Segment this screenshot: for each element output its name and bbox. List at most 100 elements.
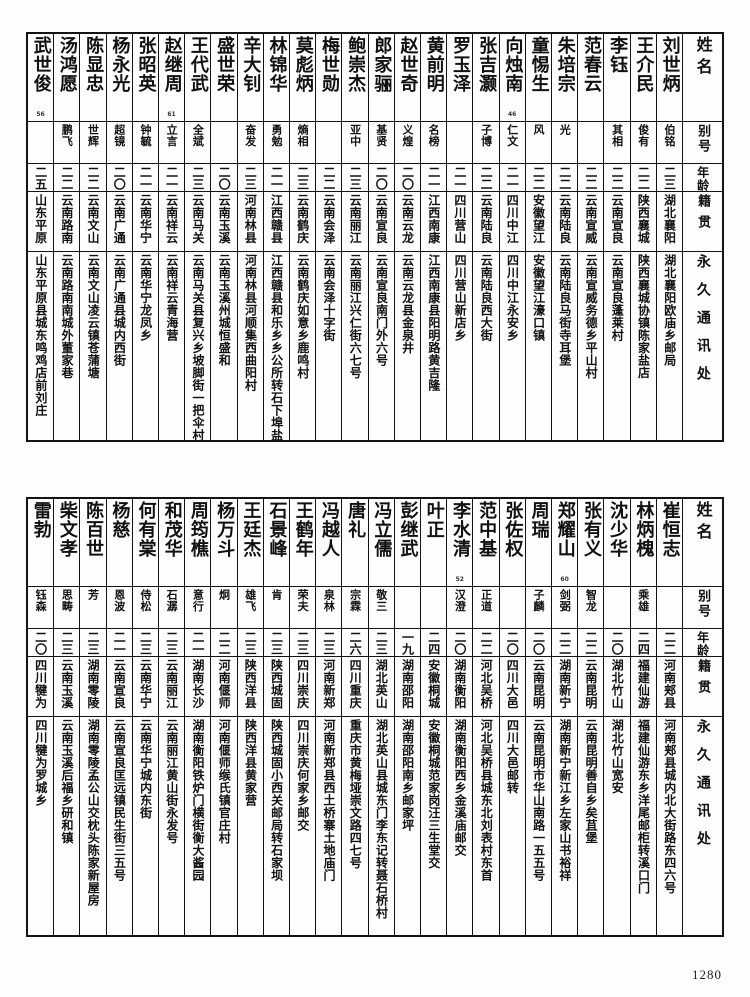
entry-address-cell: 云南昆明善自乡矣苴堡 <box>578 717 603 935</box>
row-header-origin: 籍贯 <box>683 192 722 252</box>
entry-age: 一九 <box>400 631 415 655</box>
entry-name: 崔恒志 <box>659 501 681 558</box>
entry-address-cell: 湖北英山县城东门李东记转聂石桥村 <box>369 717 394 935</box>
entry-address: 云南会泽十字街 <box>322 254 337 342</box>
entry-age: 二一 <box>505 166 520 190</box>
entry-name-cell: 陈百世 <box>80 499 106 587</box>
entry-origin: 云南华宁 <box>138 659 153 709</box>
entry-origin-cell: 云南文山 <box>80 192 106 252</box>
roster-entry-column: 刘世炳 伯铭 二三 湖北襄阳 湖北襄阳欧庙乡邮局 <box>655 34 682 440</box>
entry-name: 彭继武 <box>397 501 419 558</box>
entry-alias: 意行 <box>191 589 205 612</box>
entry-alias: 超镜 <box>112 124 126 147</box>
entry-origin: 云南玉溪 <box>59 659 74 709</box>
roster-entry-column: 赵继周 61 立言 二一 云南祥云 云南祥云青海营 <box>157 34 185 440</box>
entry-name-wrap: 彭继武 <box>397 501 419 585</box>
entry-name-cell: 李水清 52 <box>447 499 473 587</box>
roster-entry-column: 唐礼 宗霖 二六 四川重庆 重庆市黄梅垭崇文路四七号 <box>341 499 368 935</box>
entry-name-cell: 黄前明 <box>420 34 447 122</box>
entry-address: 重庆市黄梅垭崇文路四七号 <box>348 719 363 869</box>
roster-entry-column: 周筠樵 意行 二一 湖南长沙 湖南衡阳铁炉门横街衡大酱园 <box>184 499 211 935</box>
entry-address-cell: 云南丽江兴仁街六七号 <box>342 252 367 440</box>
entry-age: 二三 <box>321 631 336 655</box>
entry-origin: 河南林县 <box>243 194 258 244</box>
entry-origin-cell: 湖南衡阳 <box>447 657 473 717</box>
entry-name-cell: 沈少华 <box>604 499 630 587</box>
entry-alias: 熵相 <box>296 124 310 147</box>
entry-name-wrap: 林锦华 <box>267 36 288 120</box>
entry-address: 云南陆良马街寺耳堡 <box>557 254 572 367</box>
entry-age-cell: 二一 <box>185 629 211 657</box>
entry-name-wrap: 鲍崇杰 <box>345 36 366 120</box>
entry-alias-cell: 熵相 <box>289 122 316 164</box>
entry-alias: 风 <box>531 124 545 136</box>
entry-age-cell: 二五 <box>27 164 54 192</box>
entry-alias: 钟毓 <box>138 124 152 147</box>
entry-address-cell: 云南马关县复兴乡坡脚街一把伞村 <box>185 252 210 440</box>
entry-age-cell: 二三 <box>263 629 289 657</box>
entry-name: 张有义 <box>580 501 602 558</box>
entry-address-cell: 云南路南南城外董家巷 <box>54 252 79 440</box>
entry-origin-cell: 云南昆明 <box>525 657 551 717</box>
entry-name: 郎家骊 <box>371 36 393 93</box>
entry-address: 云南玉溪后福乡研和镇 <box>60 719 75 844</box>
row-header-column: 姓名 别号 年龄 籍贯 永久通讯处 <box>682 34 722 440</box>
entry-name: 王介民 <box>633 36 655 93</box>
entry-origin: 云南昆明 <box>583 659 598 709</box>
entry-alias: 乘雄 <box>636 589 650 612</box>
entry-name-cell: 冯立儒 <box>368 499 394 587</box>
entry-address-cell: 河北吴桥县城东北刘表村东首 <box>473 717 498 935</box>
entry-origin: 湖南长沙 <box>190 659 205 709</box>
entry-alias: 立言 <box>165 124 179 147</box>
entry-origin-cell: 陕西洋县 <box>237 657 263 717</box>
entry-address: 云南丽江兴仁街六七号 <box>348 254 363 379</box>
entry-address-cell: 河南郏县城内北大街路东四六号 <box>657 717 682 935</box>
entry-name: 辛大钊 <box>240 36 262 93</box>
entry-origin-cell: 山东平原 <box>27 192 54 252</box>
entry-age: 二三 <box>86 631 101 655</box>
roster-entry-column: 崔恒志 二二 河南郏县 河南郏县城内北大街路东四六号 <box>655 499 682 935</box>
entry-name-wrap: 杨慈 <box>109 501 130 585</box>
row-header-age: 年龄 <box>683 629 722 657</box>
entry-alias-cell <box>447 122 473 164</box>
entry-name-wrap: 范春云 <box>581 36 602 120</box>
entry-age-cell: 二二 <box>54 164 80 192</box>
entry-alias-cell <box>604 587 630 629</box>
entry-alias-cell: 钟毓 <box>132 122 158 164</box>
entry-origin: 陕西襄城 <box>636 194 651 244</box>
entry-age-cell: 二三 <box>289 629 316 657</box>
entry-age-cell: 二二 <box>551 164 578 192</box>
entry-name-cell: 王廷杰 <box>237 499 263 587</box>
entry-name-superscript: 61 <box>167 111 176 118</box>
entry-age: 二二 <box>479 166 494 190</box>
entry-age: 二二 <box>531 166 546 190</box>
entry-age: 二三 <box>164 631 179 655</box>
entry-address: 湖北竹山宽安 <box>610 719 625 794</box>
entry-address: 四川犍为罗城乡 <box>33 719 48 807</box>
entry-age: 二〇 <box>217 166 232 190</box>
entry-address: 云南宣良南门外六号 <box>374 254 389 367</box>
entry-name-cell: 武世俊 56 <box>27 34 54 122</box>
entry-origin: 云南宣良 <box>112 659 127 709</box>
entry-address: 河南林县河顺集西曲阳村 <box>243 254 258 392</box>
row-header-label: 年龄 <box>695 166 710 192</box>
entry-address: 湖南邵阳南乡邮家坪 <box>400 719 415 832</box>
entry-origin: 云南马关 <box>190 194 205 244</box>
row-header-label: 永久通讯处 <box>694 254 711 394</box>
entry-address-cell: 云南鹤庆如意乡鹿鸣村 <box>290 252 315 440</box>
entry-age-cell: 二六 <box>342 629 368 657</box>
entry-origin-cell: 云南路南 <box>54 192 80 252</box>
entry-name-cell: 李钰 <box>604 34 630 122</box>
entry-name-cell: 陈显忠 <box>80 34 106 122</box>
entry-address: 四川大邑邮转 <box>505 719 520 794</box>
entry-origin-cell: 云南宣威 <box>578 192 604 252</box>
entry-name-superscript: 52 <box>455 576 464 583</box>
entry-alias: 思畴 <box>60 589 74 612</box>
entry-name-cell: 石景峰 <box>263 499 289 587</box>
entry-address-cell: 四川中江永安乡 <box>500 252 525 440</box>
entry-name-cell: 周筠樵 <box>185 499 211 587</box>
entry-origin: 河南新郑 <box>321 659 336 709</box>
entry-age: 二六 <box>348 631 363 655</box>
entry-alias-cell: 剑弼 <box>551 587 578 629</box>
entry-name-cell: 朱培宗 <box>551 34 578 122</box>
